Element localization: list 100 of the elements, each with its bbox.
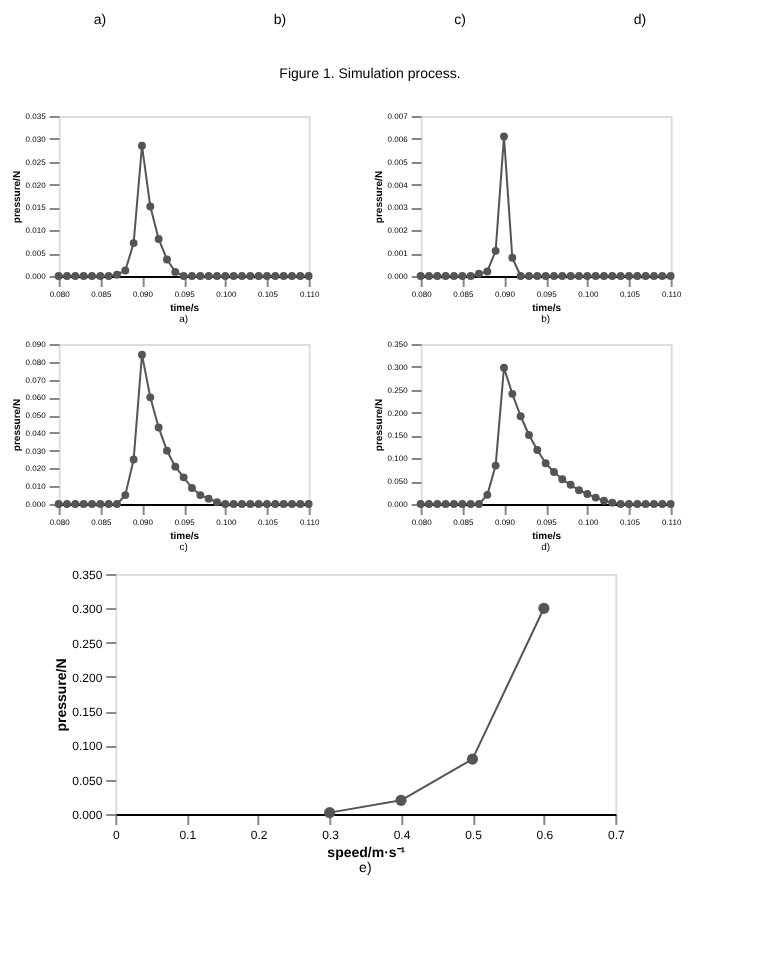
point (196, 491, 205, 500)
point (616, 272, 625, 280)
point (271, 272, 280, 280)
point (416, 500, 425, 508)
point (541, 459, 550, 468)
point (163, 446, 171, 455)
point (516, 272, 525, 280)
point (491, 461, 500, 470)
point (508, 253, 517, 262)
point (54, 272, 63, 280)
point (558, 475, 567, 484)
point (163, 255, 171, 264)
point (154, 423, 163, 432)
point (591, 493, 600, 502)
point (88, 500, 96, 508)
point (79, 500, 88, 508)
point (641, 500, 650, 508)
point (213, 498, 221, 507)
point (550, 272, 558, 280)
point (458, 500, 467, 508)
point (525, 272, 533, 280)
point (271, 500, 280, 508)
point (533, 446, 542, 454)
point (146, 202, 155, 211)
point (179, 473, 188, 482)
point (63, 500, 71, 508)
point (600, 272, 608, 280)
point (591, 272, 600, 280)
point (425, 500, 433, 508)
point (246, 272, 255, 280)
point (71, 272, 80, 280)
point (263, 272, 271, 280)
point (441, 272, 450, 280)
point (491, 246, 500, 255)
point (138, 141, 146, 150)
point (279, 500, 288, 508)
point (650, 272, 658, 280)
point (154, 235, 163, 243)
point (633, 500, 642, 508)
point (616, 500, 625, 508)
point (129, 239, 138, 248)
point (450, 272, 458, 280)
point (475, 500, 483, 508)
point (113, 270, 121, 279)
point (104, 272, 113, 280)
point (583, 490, 592, 498)
point (575, 272, 583, 280)
point (171, 462, 180, 471)
point (146, 393, 155, 402)
point (238, 272, 246, 280)
point (221, 272, 230, 280)
point (641, 272, 650, 280)
point (188, 272, 196, 280)
point (508, 389, 517, 398)
point (229, 272, 238, 280)
point (104, 500, 113, 508)
point (450, 500, 458, 508)
point (625, 272, 633, 280)
point (608, 272, 617, 280)
point (129, 455, 138, 464)
point (279, 272, 288, 280)
point (608, 498, 617, 507)
point (600, 496, 608, 505)
point (516, 412, 525, 421)
point (566, 272, 575, 280)
point (113, 500, 121, 508)
point (395, 794, 407, 806)
point (263, 500, 271, 508)
point (558, 272, 567, 280)
point (296, 500, 305, 508)
point (121, 491, 130, 500)
point (213, 272, 221, 280)
point (238, 500, 246, 508)
point (541, 272, 550, 280)
point (500, 363, 508, 372)
point (466, 272, 475, 280)
point (96, 272, 105, 280)
point (533, 272, 542, 280)
point (324, 807, 336, 819)
point (466, 500, 475, 508)
point (441, 500, 450, 508)
point (650, 500, 658, 508)
point (204, 272, 213, 280)
point (500, 132, 508, 141)
point (296, 272, 305, 280)
point (658, 272, 667, 280)
point (666, 272, 675, 280)
point (475, 269, 483, 278)
point (625, 500, 633, 508)
point (633, 272, 642, 280)
point (288, 272, 296, 280)
point (525, 431, 533, 439)
point (304, 500, 313, 508)
point (254, 272, 263, 280)
point (221, 500, 230, 508)
point (179, 272, 188, 280)
point (204, 494, 213, 503)
point (425, 272, 433, 280)
point (288, 500, 296, 508)
point (88, 272, 96, 280)
